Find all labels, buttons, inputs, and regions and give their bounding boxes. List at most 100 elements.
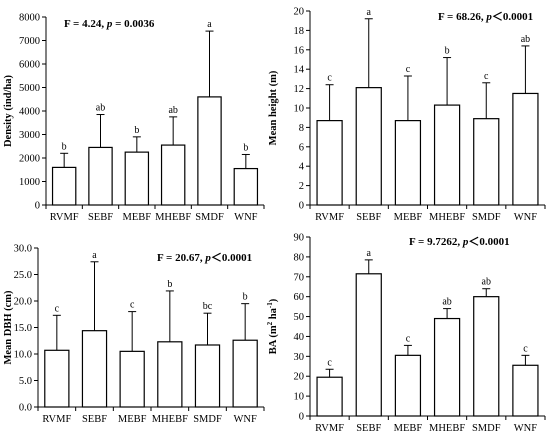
significance-letter: c [55,303,60,314]
significance-letter: c [406,64,411,75]
y-tick-label: 60 [294,292,305,303]
significance-letter: a [92,250,97,261]
x-tick-label: SEBF [356,212,381,223]
x-tick-label: MHEBF [429,423,465,434]
y-tick-label: 12 [294,84,305,95]
x-tick-label: SMDF [193,414,222,425]
bar-RVMF [51,166,77,206]
stat-annotation-part: p [485,11,492,23]
y-tick-label: 16 [294,45,305,56]
bar-WNF [512,364,539,417]
chart-panel-1: 010002000300040005000600070008000bRVMFab… [3,13,265,223]
y-tick-label: 10.0 [14,350,32,361]
bar-WNF [512,92,539,206]
bar-SEBF [81,330,108,408]
y-axis-label-part: BA (m [268,325,279,354]
y-tick-label: 6000 [19,60,40,71]
y-tick-label: 0 [299,412,304,423]
x-tick-label: WNF [514,212,537,223]
x-tick-label: WNF [514,423,537,434]
significance-letter: a [207,19,212,30]
x-tick-label: WNF [234,212,257,223]
x-tick-label: RVMF [50,212,79,223]
significance-letter: ab [168,105,177,116]
y-tick-label: 8 [299,123,304,134]
stat-annotation-part: F = 9.7262, [409,236,463,248]
y-tick-label: 18 [294,26,305,37]
y-tick-label: 3000 [19,130,40,141]
y-tick-label: 80 [294,252,305,263]
bar-RVMF [316,120,343,206]
bar-SMDF [194,344,221,408]
chart-panel-2: 0 2 4 6 8 10 12 14 16 18 20 c RVMF a SEBF c MEBF b MHEBF c S… [268,7,546,223]
y-tick-label: 40 [294,332,305,343]
significance-letter: a [367,7,372,18]
significance-letter: c [130,300,135,311]
y-axis-label-part: 2 [266,321,274,325]
x-tick-label: SMDF [472,423,501,434]
y-tick-label: 8000 [19,13,40,24]
y-axis-label-part: -1 [266,302,274,308]
bar-SMDF [473,296,500,417]
y-tick-label: 90 [294,233,305,244]
significance-letter: c [327,357,332,368]
significance-letter: b [167,279,172,290]
stat-annotation: F = 68.26, p＜0.0001 [438,11,533,23]
y-tick-label: 2 [299,181,304,192]
significance-letter: ab [521,34,530,45]
stat-annotation: F = 20.67, p＜0.0001 [157,252,252,264]
significance-letter: bc [203,301,213,312]
significance-letter: b [62,141,67,152]
x-tick-label: MHEBF [429,212,465,223]
stat-annotation: F = 9.7262, p＜0.0001 [409,236,510,248]
bar-SEBF [355,87,382,206]
y-axis-label-part: ) [268,298,279,302]
stat-annotation-part: = 0.0036 [112,18,155,30]
stat-annotation-part: F = 4.24, [64,18,107,30]
significance-letter: a [367,248,372,259]
bar-MEBF [119,350,145,408]
stat-annotation-part: p [106,18,113,30]
bar-MEBF [394,120,422,206]
x-tick-label: SEBF [356,423,381,434]
x-tick-label: RVMF [42,414,71,425]
y-axis-label-part: ha [268,307,279,321]
bar-MEBF [394,354,422,417]
stat-annotation-part: ＜0.0001 [211,252,252,264]
chart-panel-4: 0 10 20 30 40 50 60 70 80 90 c RVMF a SEBF c MEBF ab MHEB… [266,233,546,434]
significance-letter: c [484,71,489,82]
y-tick-label: 10 [294,392,305,403]
x-tick-label: SEBF [88,212,113,223]
x-tick-label: RVMF [315,212,344,223]
stat-annotation: F = 4.24, p = 0.0036 [64,18,155,30]
x-tick-label: MEBF [123,212,152,223]
y-tick-label: 4 [299,162,305,173]
stat-annotation-part: ＜0.0001 [468,236,509,248]
significance-letter: b [243,142,248,153]
x-tick-label: WNF [233,414,256,425]
y-tick-label: 15.0 [14,323,32,334]
y-tick-label: 10 [294,104,305,115]
x-tick-label: MHEBF [152,414,188,425]
bar-MEBF [124,151,150,206]
significance-letter: b [243,292,248,303]
y-axis-label: Mean height (m) [268,70,279,145]
bar-MHEBF [157,341,183,408]
x-tick-label: MEBF [118,414,147,425]
significance-letter: c [406,333,411,344]
y-tick-label: 0.0 [19,403,32,414]
significance-letter: ab [96,103,105,114]
y-tick-label: 1000 [19,177,40,188]
stat-annotation-part: p [462,236,469,248]
x-tick-label: SMDF [472,212,501,223]
y-tick-label: 5.0 [19,376,32,387]
y-axis-label: BA (m2 ha-1) [266,298,279,354]
x-tick-label: MEBF [394,423,423,434]
x-tick-label: RVMF [315,423,344,434]
y-axis-label: Density (ind/ha) [3,74,14,147]
bar-SMDF [473,118,500,206]
chart-panel-3: 0.0 5.0 10.0 15.0 20.0 25.0 30.0 c RVMF a SEBF c MEB… [3,244,265,425]
bar-SMDF [197,96,222,206]
y-tick-label: 70 [294,272,305,283]
